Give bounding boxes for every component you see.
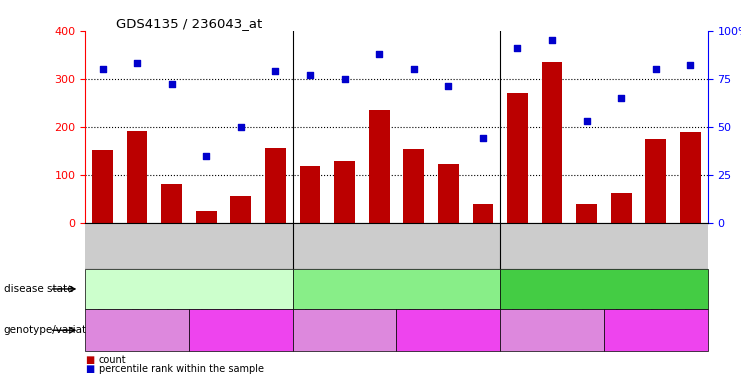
Point — [685, 62, 697, 68]
Bar — [299, 166, 320, 223]
Point — [131, 60, 143, 66]
Point — [408, 66, 419, 72]
Point — [96, 66, 108, 72]
Text: Braak stage I-II: Braak stage I-II — [150, 284, 228, 294]
Point — [650, 66, 662, 72]
Bar — [403, 149, 424, 223]
Point — [511, 45, 523, 51]
Text: ApoE ε4 +: ApoE ε4 + — [629, 325, 682, 335]
Bar — [162, 184, 182, 223]
Text: Braak stage III-IV: Braak stage III-IV — [352, 284, 441, 294]
Text: disease state: disease state — [4, 284, 73, 294]
Point — [442, 83, 454, 89]
Bar — [334, 161, 355, 223]
Point — [546, 37, 558, 43]
Text: ApoE ε4 +: ApoE ε4 + — [214, 325, 268, 335]
Bar — [507, 93, 528, 223]
Bar — [92, 150, 113, 223]
Point — [339, 76, 350, 82]
Point — [166, 81, 178, 88]
Point — [235, 124, 247, 130]
Text: Braak stage V-VI: Braak stage V-VI — [561, 284, 647, 294]
Bar — [576, 204, 597, 223]
Point — [270, 68, 282, 74]
Text: ApoE ε4 -: ApoE ε4 - — [320, 325, 369, 335]
Bar — [265, 148, 286, 223]
Bar — [127, 131, 147, 223]
Point — [615, 95, 627, 101]
Bar — [196, 211, 216, 223]
Text: ■: ■ — [85, 355, 94, 365]
Bar — [230, 196, 251, 223]
Bar — [680, 132, 701, 223]
Text: percentile rank within the sample: percentile rank within the sample — [99, 364, 264, 374]
Point — [581, 118, 593, 124]
Point — [373, 51, 385, 57]
Bar — [645, 139, 666, 223]
Bar — [438, 164, 459, 223]
Bar — [369, 110, 390, 223]
Bar — [611, 193, 631, 223]
Text: GDS4135 / 236043_at: GDS4135 / 236043_at — [116, 17, 262, 30]
Text: ApoE ε4 -: ApoE ε4 - — [528, 325, 576, 335]
Bar — [473, 204, 494, 223]
Point — [477, 135, 489, 141]
Text: ApoE ε4 -: ApoE ε4 - — [113, 325, 162, 335]
Point — [200, 152, 212, 159]
Text: genotype/variation: genotype/variation — [4, 325, 103, 335]
Text: ApoE ε4 +: ApoE ε4 + — [422, 325, 475, 335]
Bar — [542, 62, 562, 223]
Text: ■: ■ — [85, 364, 94, 374]
Point — [304, 72, 316, 78]
Text: count: count — [99, 355, 126, 365]
